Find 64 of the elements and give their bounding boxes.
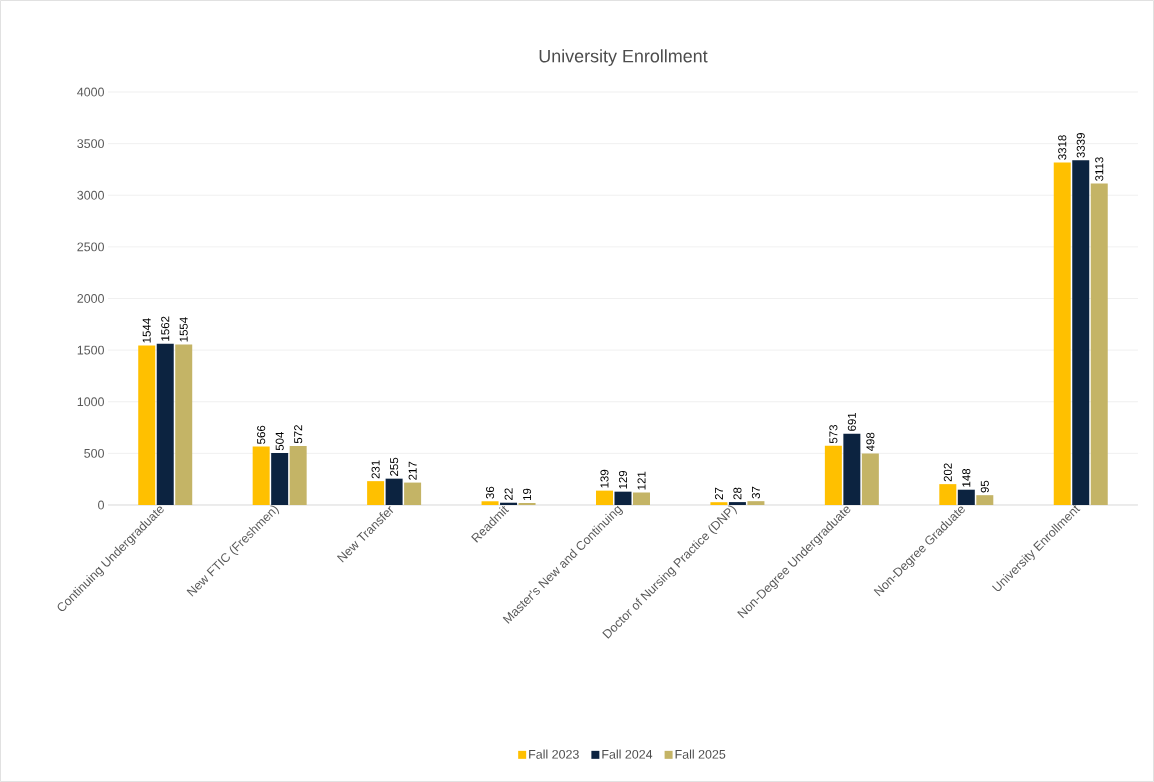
data-label: 3318	[1058, 135, 1067, 160]
y-tick-label: 2000	[77, 294, 104, 303]
data-label: 1554	[179, 317, 188, 342]
y-tick-label: 3500	[77, 139, 104, 149]
data-label: 148	[962, 468, 971, 487]
bar	[632, 492, 650, 505]
bar	[824, 445, 842, 505]
bar	[385, 478, 403, 505]
data-label: 36	[485, 486, 495, 499]
y-tick-label: 4000	[77, 87, 104, 97]
legend-label: Fall 2025	[675, 749, 726, 759]
bar	[957, 489, 975, 505]
bar	[843, 433, 861, 505]
y-tick-label: 500	[84, 448, 104, 458]
bar	[861, 453, 879, 505]
data-label: 202	[943, 463, 952, 482]
bar	[1053, 162, 1071, 505]
bar	[252, 446, 270, 505]
data-label: 231	[371, 460, 380, 479]
data-label: 498	[866, 432, 875, 452]
bar	[614, 491, 632, 505]
bar	[976, 495, 994, 505]
data-label: 573	[829, 425, 838, 444]
bar	[1072, 160, 1090, 505]
data-label: 572	[294, 425, 303, 444]
bar	[939, 484, 957, 505]
data-label: 1544	[142, 318, 151, 343]
legend-label: Fall 2023	[529, 749, 579, 759]
data-label: 139	[600, 469, 609, 488]
bar	[710, 502, 728, 505]
data-label: 121	[637, 471, 646, 490]
y-tick-label: 1500	[77, 345, 104, 355]
y-tick-label: 3000	[77, 190, 104, 200]
y-tick-label: 1000	[77, 397, 104, 407]
data-label: 504	[275, 431, 284, 451]
data-label: 27	[714, 487, 723, 500]
bar	[1090, 183, 1108, 505]
data-label: 566	[257, 425, 266, 444]
data-label: 22	[504, 488, 513, 500]
legend-label: Fall 2024	[602, 749, 653, 759]
bar	[289, 445, 307, 505]
bar	[404, 482, 422, 505]
bar	[156, 343, 174, 505]
data-label: 217	[408, 461, 417, 480]
data-label: 19	[522, 488, 532, 500]
data-label: 1562	[161, 316, 170, 341]
bar	[367, 481, 385, 505]
data-label: 37	[751, 486, 760, 499]
bar	[138, 345, 156, 505]
bar	[175, 344, 193, 505]
data-label: 129	[618, 470, 628, 489]
data-label: 95	[980, 480, 989, 493]
data-label: 255	[390, 457, 399, 476]
bar	[271, 452, 289, 505]
bar	[728, 502, 746, 505]
chart-title: University Enrollment	[539, 49, 708, 66]
bar	[595, 490, 613, 505]
bar	[747, 501, 765, 505]
data-label: 3113	[1095, 157, 1104, 181]
data-label: 691	[847, 412, 856, 431]
y-tick-label: 2500	[77, 242, 104, 252]
data-label: 3339	[1076, 133, 1085, 158]
bar	[481, 501, 499, 505]
data-label: 28	[733, 487, 742, 500]
